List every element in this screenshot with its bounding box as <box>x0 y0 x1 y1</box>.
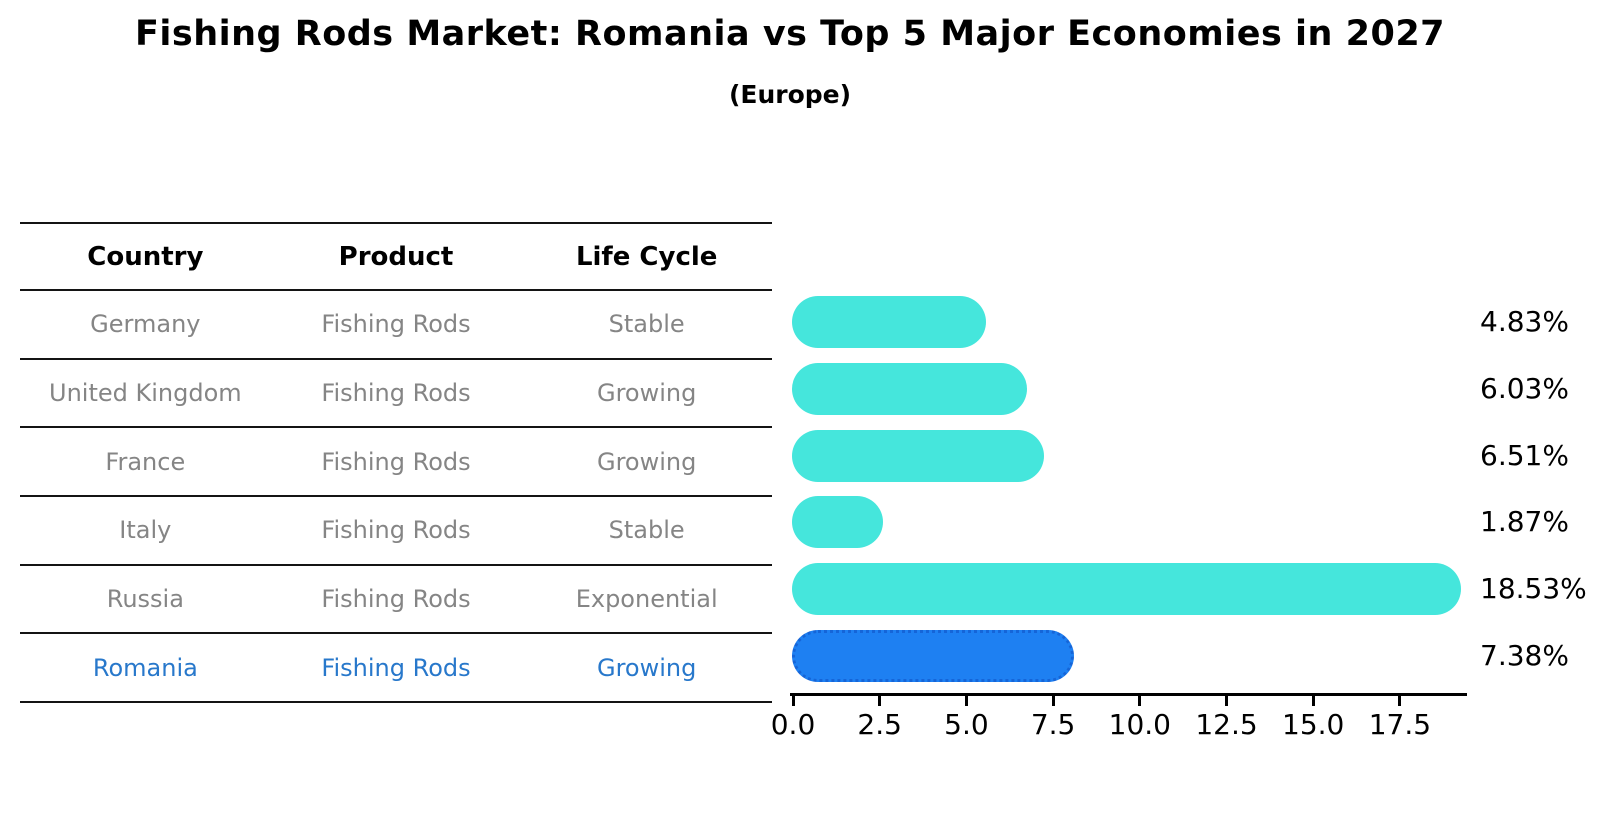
x-tick-label: 17.5 <box>1368 708 1432 741</box>
chart-title: Fishing Rods Market: Romania vs Top 5 Ma… <box>134 14 1446 54</box>
x-tick-label: 12.5 <box>1195 708 1258 741</box>
chart-subtitle: (Europe) <box>728 80 852 109</box>
table-cell-country: Italy <box>119 516 172 545</box>
value-label-germany: 4.83% <box>1480 305 1569 339</box>
table-row-romania: Romania Fishing Rods Growing <box>20 634 772 704</box>
table-cell-life-cycle: Growing <box>596 379 697 408</box>
table-row-france: France Fishing Rods Growing <box>20 428 772 498</box>
table-row-united-kingdom: United Kingdom Fishing Rods Growing <box>20 360 772 429</box>
table-cell-country: France <box>105 447 186 476</box>
x-tick <box>964 696 968 706</box>
table-cell-product: Fishing Rods <box>321 447 471 476</box>
x-tick-label: 5.0 <box>944 708 989 741</box>
x-axis-line <box>790 693 1467 696</box>
x-tick-label: 10.0 <box>1108 708 1171 741</box>
table-cell-product: Fishing Rods <box>321 516 471 545</box>
x-tick <box>1225 696 1228 706</box>
x-tick <box>1051 696 1055 706</box>
bar-germany <box>792 296 986 349</box>
table-header-cell-product: Product <box>338 241 454 272</box>
value-label-united-kingdom: 6.03% <box>1480 371 1569 405</box>
table-cell-life-cycle: Stable <box>608 516 685 545</box>
value-label-russia: 18.53% <box>1480 571 1587 605</box>
table-cell-country: Russia <box>106 585 184 614</box>
table-header-row: Country Product Life Cycle <box>20 224 772 291</box>
table-cell-life-cycle: Growing <box>596 447 697 476</box>
x-tick-label: 2.5 <box>857 708 902 741</box>
bar-russia <box>792 562 1461 615</box>
table-row-germany: Germany Fishing Rods Stable <box>20 291 772 360</box>
table-header-cell-life-cycle: Life Cycle <box>575 241 718 272</box>
table-cell-life-cycle: Growing <box>596 653 697 682</box>
value-label-italy: 1.87% <box>1480 505 1569 539</box>
x-tick-label: 0.0 <box>770 708 816 741</box>
x-tick <box>878 696 882 706</box>
table-cell-country: Romania <box>92 653 198 682</box>
table-cell-country: Germany <box>90 310 201 339</box>
table-cell-product: Fishing Rods <box>321 310 471 339</box>
x-tick-label: 15.0 <box>1282 708 1345 741</box>
value-label-france: 6.51% <box>1480 438 1569 472</box>
x-tick <box>791 696 795 706</box>
bar-romania <box>792 629 1074 682</box>
country-table: Country Product Life Cycle Germany Fishing R… <box>20 222 772 704</box>
table-row-italy: Italy Fishing Rods Stable <box>20 497 772 566</box>
table-cell-country: United Kingdom <box>49 379 242 408</box>
table-cell-life-cycle: Stable <box>608 310 685 339</box>
bar-united-kingdom <box>792 362 1028 415</box>
table-cell-product: Fishing Rods <box>321 379 471 408</box>
bar-france <box>792 429 1044 482</box>
table-cell-product: Fishing Rods <box>321 585 471 614</box>
x-tick-label: 7.5 <box>1030 708 1076 741</box>
table-header-cell-country: Country <box>87 241 204 272</box>
table-cell-life-cycle: Exponential <box>575 585 718 614</box>
value-label-romania: 7.38% <box>1480 638 1569 672</box>
bar-italy <box>792 496 883 549</box>
table-cell-product: Fishing Rods <box>321 653 471 682</box>
table-row-russia: Russia Fishing Rods Exponential <box>20 566 772 635</box>
x-tick <box>1398 696 1402 706</box>
x-tick <box>1311 696 1315 706</box>
x-tick <box>1138 696 1142 706</box>
